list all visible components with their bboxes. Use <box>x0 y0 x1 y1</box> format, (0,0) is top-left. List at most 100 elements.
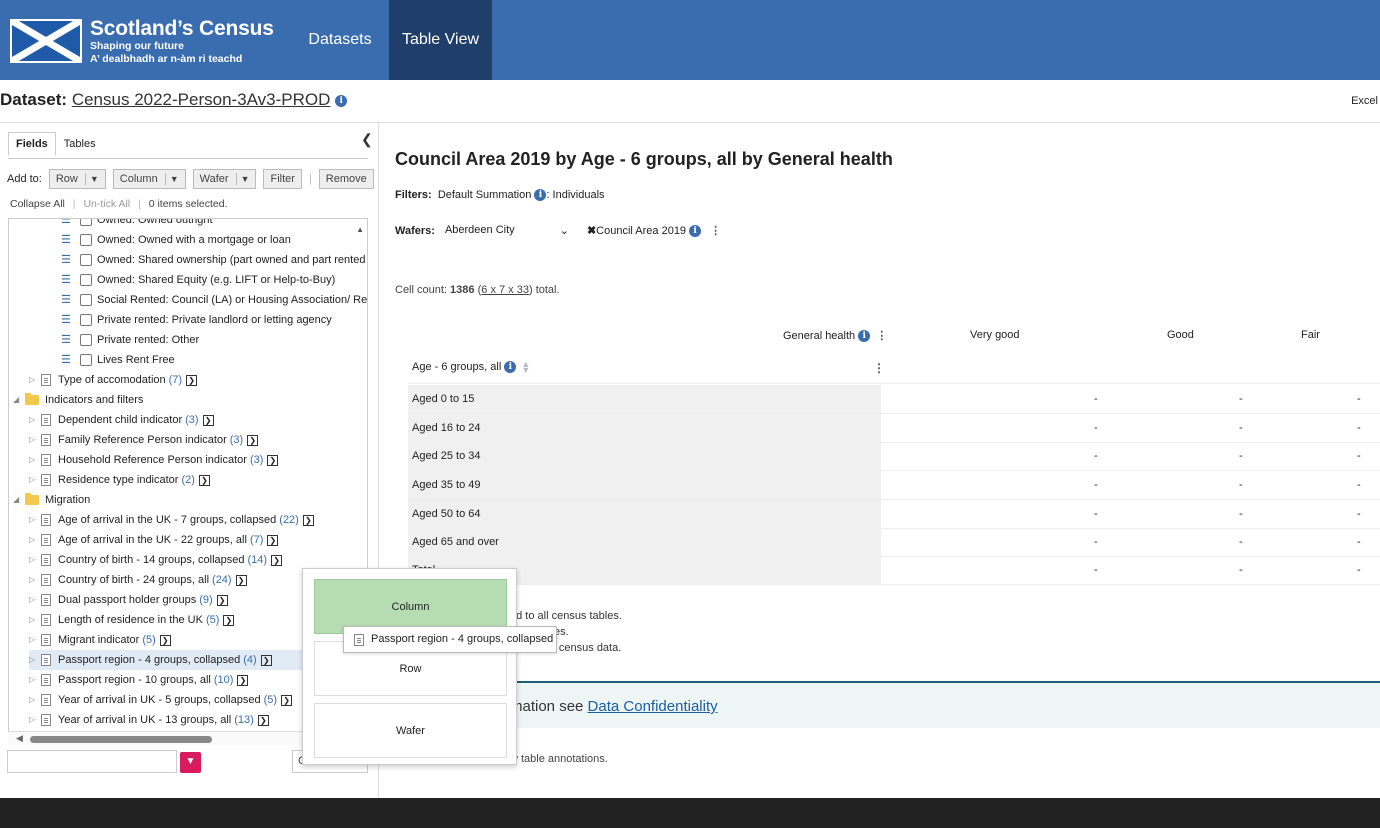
add-field-icon[interactable]: ❯ <box>247 434 259 446</box>
tree-leaf-item[interactable]: ☰ Owned: Owned outright <box>61 219 213 230</box>
tree-field-item[interactable]: ▷ Residence type indicator (2) ❯ <box>29 470 210 490</box>
expand-icon[interactable]: ▷ <box>29 375 36 384</box>
add-field-icon[interactable]: ❯ <box>237 674 249 686</box>
checkbox[interactable] <box>80 274 92 286</box>
tree-field-item[interactable]: ▷ Country of birth - 24 groups, all (24) ❯ <box>29 570 247 590</box>
add-field-icon[interactable]: ❯ <box>267 454 279 466</box>
checkbox[interactable] <box>80 314 92 326</box>
drop-zone-column[interactable]: Column <box>314 579 507 634</box>
data-confidentiality-link[interactable]: Data Confidentiality <box>587 698 718 715</box>
field-search-input[interactable] <box>7 750 177 773</box>
tab-fields[interactable]: Fields <box>8 132 56 156</box>
tree-leaf-item[interactable]: ☰ Owned: Owned with a mortgage or loan <box>61 230 291 250</box>
add-field-icon[interactable]: ❯ <box>198 474 210 486</box>
tree-field-item[interactable]: ▷ Family Reference Person indicator (3) ❯ <box>29 430 259 450</box>
column-header[interactable]: Good <box>1167 329 1194 341</box>
collapse-panel-icon[interactable]: ❮ <box>361 131 373 147</box>
add-field-icon[interactable]: ❯ <box>216 594 228 606</box>
checkbox[interactable] <box>80 219 92 226</box>
expand-icon[interactable]: ▷ <box>29 475 36 484</box>
sort-icon[interactable]: ▲ ▼ <box>521 359 531 375</box>
remove-wafer-icon[interactable]: ✖ <box>586 225 597 237</box>
field-tree[interactable]: ▲ ☰ Owned: Owned outright ☰ Owned: Owned w… <box>8 218 368 745</box>
checkbox[interactable] <box>80 354 92 366</box>
tree-leaf-item[interactable]: ☰ Private rented: Other <box>61 330 199 350</box>
info-icon[interactable]: i <box>858 329 871 342</box>
collapse-all-link[interactable]: Collapse All <box>10 198 65 210</box>
add-field-icon[interactable]: ❯ <box>302 514 314 526</box>
tab-tables[interactable]: Tables <box>63 138 96 150</box>
filter-button[interactable]: Filter <box>263 169 302 189</box>
tree-field-item[interactable]: ▷ Country of birth - 14 groups, collapsed… <box>29 550 283 570</box>
expand-icon[interactable]: ▷ <box>29 675 36 684</box>
tree-leaf-item[interactable]: ☰ Owned: Shared Equity (e.g. LIFT or Help… <box>61 270 335 290</box>
tree-field-item[interactable]: ▷ Passport region - 10 groups, all (10) ❯ <box>29 670 249 690</box>
info-icon[interactable]: i <box>534 189 547 202</box>
add-field-icon[interactable]: ❯ <box>281 694 293 706</box>
collapse-icon[interactable]: ◢ <box>13 395 20 404</box>
info-icon[interactable]: i <box>504 361 517 373</box>
chevron-down-icon[interactable]: ▼ <box>84 173 99 185</box>
expand-icon[interactable]: ▷ <box>29 415 36 424</box>
tree-field-item[interactable]: ▷ Age of arrival in the UK - 22 groups, a… <box>29 530 279 550</box>
add-field-icon[interactable]: ❯ <box>223 614 235 626</box>
add-field-icon[interactable]: ❯ <box>202 414 214 426</box>
tree-folder[interactable]: ◢ Migration <box>13 490 90 510</box>
untick-all-link[interactable]: Un-tick All <box>83 198 131 210</box>
add-field-icon[interactable]: ❯ <box>159 634 171 646</box>
expand-icon[interactable]: ▷ <box>29 655 36 664</box>
tree-leaf-item[interactable]: ☰ Owned: Shared ownership (part owned and… <box>61 250 365 270</box>
expand-icon[interactable]: ▷ <box>29 435 36 444</box>
tree-field-item-selected[interactable]: ▷ Passport region - 4 groups, collapsed (4… <box>29 650 367 670</box>
scroll-up-icon[interactable]: ▲ <box>356 225 364 234</box>
tree-field-item[interactable]: ▷ Dependent child indicator (3) ❯ <box>29 410 214 430</box>
dataset-name-link[interactable]: Census 2022-Person-3Av3-PROD <box>71 90 331 109</box>
expand-icon[interactable]: ▷ <box>29 575 36 584</box>
dragged-field-ghost[interactable]: Passport region - 4 groups, collapsed <box>343 626 557 653</box>
more-options-icon[interactable]: ⋮ <box>876 330 888 342</box>
add-field-icon[interactable]: ❯ <box>186 374 198 386</box>
add-field-icon[interactable]: ❯ <box>235 574 247 586</box>
tree-folder[interactable]: ◢ Indicators and filters <box>13 390 143 410</box>
wafer-select[interactable]: Aberdeen City ⌄ <box>445 224 569 237</box>
expand-icon[interactable]: ▷ <box>29 715 36 724</box>
chevron-down-icon[interactable]: ▼ <box>164 173 179 185</box>
checkbox[interactable] <box>80 294 92 306</box>
checkbox[interactable] <box>80 334 92 346</box>
column-field-header[interactable]: General health i ⋮ <box>783 329 887 342</box>
tree-field-item[interactable]: ▷ Household Reference Person indicator (3)… <box>29 450 279 470</box>
add-field-icon[interactable]: ❯ <box>257 714 269 726</box>
info-icon[interactable]: i <box>335 94 348 107</box>
scrollbar-thumb[interactable] <box>30 736 212 743</box>
scroll-left-icon[interactable]: ◀ <box>16 733 23 743</box>
tree-field-item[interactable]: ▷ Migrant indicator (5) ❯ <box>29 630 171 650</box>
info-icon[interactable]: i <box>689 224 702 237</box>
tree-field-item[interactable]: ▷ Dual passport holder groups (9) ❯ <box>29 590 228 610</box>
tree-field-item[interactable]: ▷ Year of arrival in UK - 13 groups, all(… <box>29 710 269 730</box>
scotlands-census-logo[interactable]: Scotland’s Census Shaping our future A’ … <box>10 18 274 66</box>
row-field-header[interactable]: Age - 6 groups, all i ▲ ▼ <box>412 359 531 375</box>
horizontal-scrollbar[interactable]: ◀ <box>8 731 368 745</box>
more-options-icon[interactable]: ⋮ <box>873 361 885 375</box>
expand-icon[interactable]: ▷ <box>29 515 36 524</box>
checkbox[interactable] <box>80 234 92 246</box>
tree-leaf-item[interactable]: ☰ Private rented: Private landlord or let… <box>61 310 332 330</box>
expand-icon[interactable]: ▷ <box>29 695 36 704</box>
tree-leaf-item[interactable]: ☰ Social Rented: Council (LA) or Housing … <box>61 290 367 310</box>
expand-icon[interactable]: ▷ <box>29 635 36 644</box>
expand-icon[interactable]: ▷ <box>29 555 36 564</box>
nav-table-view[interactable]: Table View <box>389 0 492 80</box>
expand-icon[interactable]: ▷ <box>29 455 36 464</box>
search-dropdown-icon[interactable]: ▼ <box>180 752 201 773</box>
more-options-icon[interactable]: ⋮ <box>710 225 722 237</box>
drop-zone-wafer[interactable]: Wafer <box>314 703 507 758</box>
tree-field-item[interactable]: ▷ Type of accomodation (7) ❯ <box>29 370 198 390</box>
add-field-icon[interactable]: ❯ <box>267 534 279 546</box>
expand-icon[interactable]: ▷ <box>29 535 36 544</box>
add-column-button[interactable]: Column ▼ <box>112 169 186 189</box>
tree-field-item[interactable]: ▷ Year of arrival in UK - 5 groups, colla… <box>29 690 293 710</box>
tree-field-item[interactable]: ▷ Age of arrival in the UK - 7 groups, co… <box>29 510 314 530</box>
tree-leaf-item[interactable]: ☰ Lives Rent Free <box>61 350 175 370</box>
column-header[interactable]: Very good <box>970 329 1020 341</box>
column-header[interactable]: Fair <box>1301 329 1320 341</box>
